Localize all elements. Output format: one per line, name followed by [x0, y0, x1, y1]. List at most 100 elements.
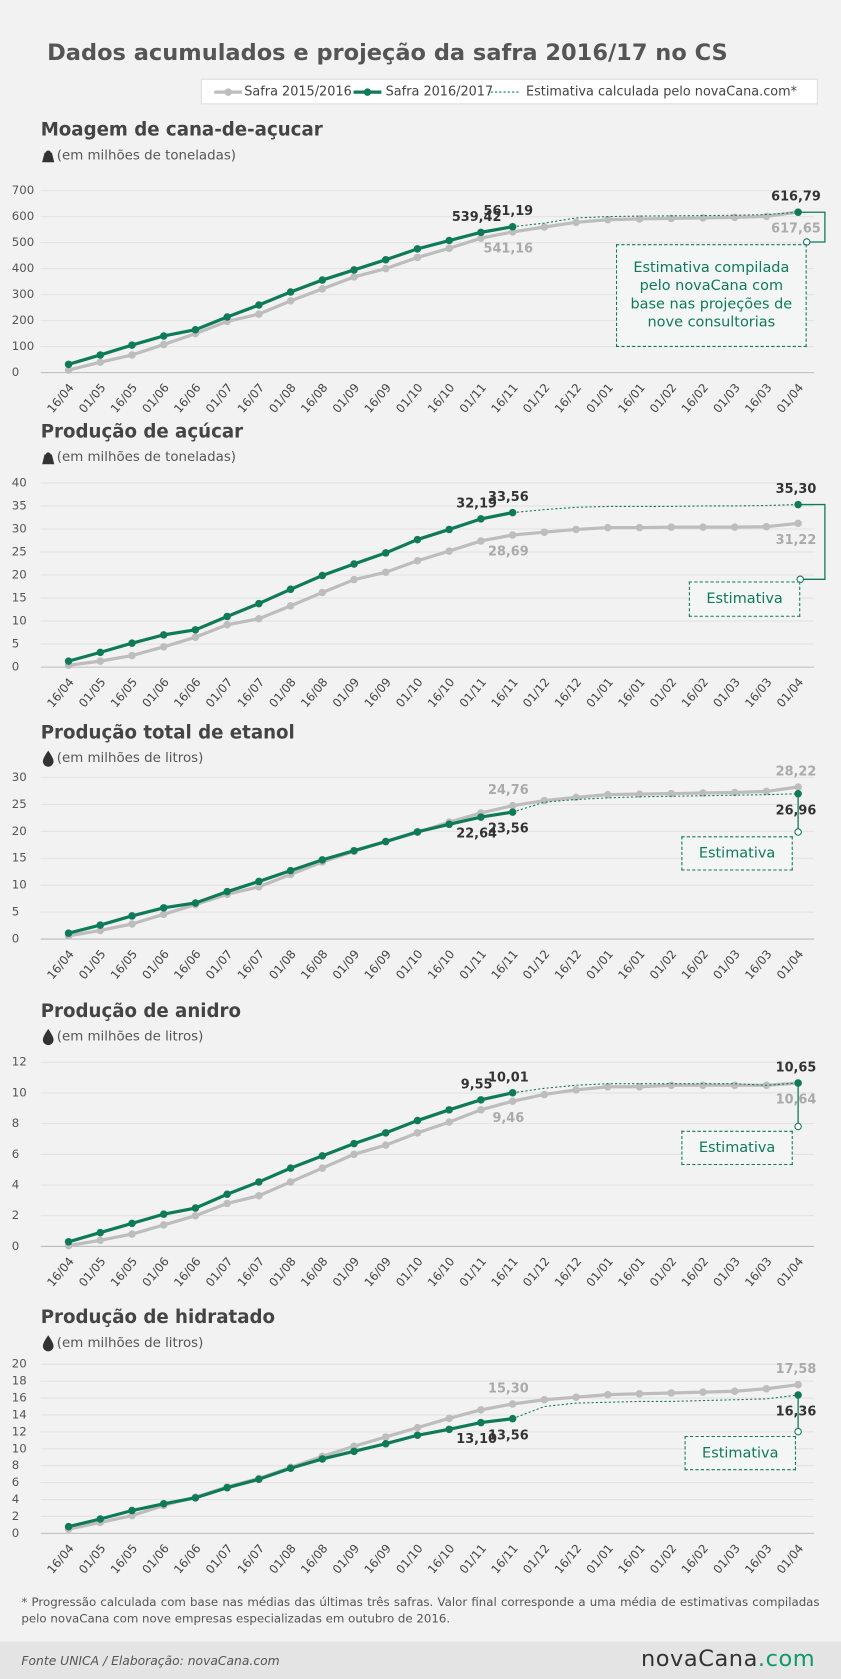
y-tick-label: 5 [12, 637, 20, 651]
point [128, 1219, 136, 1228]
value-label: 23,56 [488, 822, 529, 837]
x-tick-label: 01/02 [647, 381, 680, 416]
x-tick-label: 01/08 [266, 947, 299, 982]
point [635, 523, 644, 532]
y-tick-label: 4 [12, 1492, 20, 1506]
chart-title: Produção de açúcar [41, 422, 243, 443]
value-label: 541,16 [484, 242, 534, 257]
x-tick-label: 16/06 [171, 947, 204, 982]
drop-icon [42, 1029, 54, 1046]
point [445, 525, 453, 534]
x-tick-label: 01/05 [76, 381, 109, 416]
x-tick-label: 16/05 [108, 675, 141, 710]
point [699, 1081, 707, 1090]
point [604, 1390, 612, 1399]
x-tick-label: 01/08 [266, 1541, 299, 1576]
x-tick-label: 01/04 [774, 675, 807, 710]
x-tick-label: 01/05 [76, 1541, 109, 1576]
point [667, 214, 675, 223]
x-tick-label: 16/11 [488, 1254, 521, 1289]
footer-bar: Fonte UNICA / Elaboração: novaCana.com n… [0, 1641, 841, 1679]
x-tick-label: 01/03 [710, 675, 743, 710]
logo-suffix: .com [757, 1645, 816, 1672]
point [413, 1423, 422, 1432]
point [508, 1097, 517, 1105]
point [382, 1129, 390, 1137]
point [382, 568, 390, 577]
point [159, 643, 168, 651]
x-tick-label: 01/10 [393, 1254, 426, 1289]
x-tick-label: 01/07 [203, 947, 236, 982]
x-tick-label: 16/08 [298, 675, 331, 710]
x-tick-label: 01/05 [76, 1254, 109, 1289]
y-tick-label: 35 [12, 498, 27, 512]
point [762, 212, 771, 221]
point [350, 273, 358, 281]
x-tick-label: 01/06 [139, 1541, 172, 1576]
x-tick-label: 16/10 [425, 381, 458, 416]
point [413, 1116, 422, 1125]
point [286, 585, 295, 594]
estimate-box: Estimativa [681, 836, 793, 871]
point [128, 912, 136, 920]
estimate-line [512, 793, 799, 813]
point [477, 1418, 485, 1427]
value-label: 31,22 [776, 533, 817, 548]
x-tick-label: 16/09 [361, 1254, 394, 1289]
point [286, 866, 295, 875]
point [128, 639, 136, 647]
point [64, 360, 73, 369]
x-tick-label: 16/01 [615, 1254, 648, 1289]
estimate-line [512, 504, 799, 514]
x-tick-label: 16/12 [552, 1541, 585, 1576]
legend-dot [363, 88, 372, 96]
point [350, 266, 358, 274]
x-tick-label: 16/02 [679, 675, 712, 710]
point [382, 1141, 390, 1149]
x-tick-label: 01/03 [710, 947, 743, 982]
x-tick-label: 16/12 [552, 947, 585, 982]
point [350, 575, 358, 584]
x-tick-label: 16/10 [425, 675, 458, 710]
point [382, 549, 390, 557]
weight-icon [42, 150, 55, 163]
y-tick-label: 8 [12, 1458, 20, 1472]
point [635, 790, 644, 798]
point [255, 883, 263, 891]
value-label: 9,46 [492, 1111, 524, 1126]
x-tick-label: 01/03 [710, 1541, 743, 1576]
point [96, 1228, 105, 1237]
connector [798, 503, 826, 580]
x-tick-label: 01/06 [139, 1254, 172, 1289]
point [96, 657, 105, 665]
value-label: 10,01 [488, 1070, 529, 1085]
x-tick-label: 01/02 [647, 1254, 680, 1289]
x-tick-label: 16/10 [425, 1541, 458, 1576]
point [159, 1210, 168, 1218]
x-tick-label: 16/03 [742, 1254, 775, 1289]
point [64, 929, 73, 937]
x-tick-label: 01/12 [520, 1541, 553, 1576]
x-tick-label: 16/07 [235, 1541, 268, 1576]
point [794, 519, 802, 528]
chart-subtitle: (em milhões de toneladas) [57, 450, 236, 465]
x-tick-label: 16/05 [108, 1254, 141, 1289]
y-tick-label: 16 [12, 1391, 27, 1405]
value-label: 616,79 [771, 190, 821, 205]
y-tick-label: 30 [12, 770, 27, 784]
x-tick-label: 01/08 [266, 1254, 299, 1289]
y-tick-label: 20 [12, 568, 27, 582]
x-tick-label: 01/07 [203, 1254, 236, 1289]
point [508, 1414, 517, 1423]
x-tick-label: 16/06 [171, 1254, 204, 1289]
point [159, 1221, 168, 1229]
point [64, 366, 73, 374]
point [223, 887, 231, 896]
chart-subtitle: (em milhões de litros) [57, 1336, 204, 1351]
y-tick-label: 400 [12, 261, 34, 275]
x-tick-label: 16/04 [44, 947, 77, 982]
x-tick-label: 01/12 [520, 381, 553, 416]
y-tick-label: 18 [12, 1374, 27, 1388]
x-tick-label: 16/09 [361, 381, 394, 416]
point [191, 1204, 200, 1212]
